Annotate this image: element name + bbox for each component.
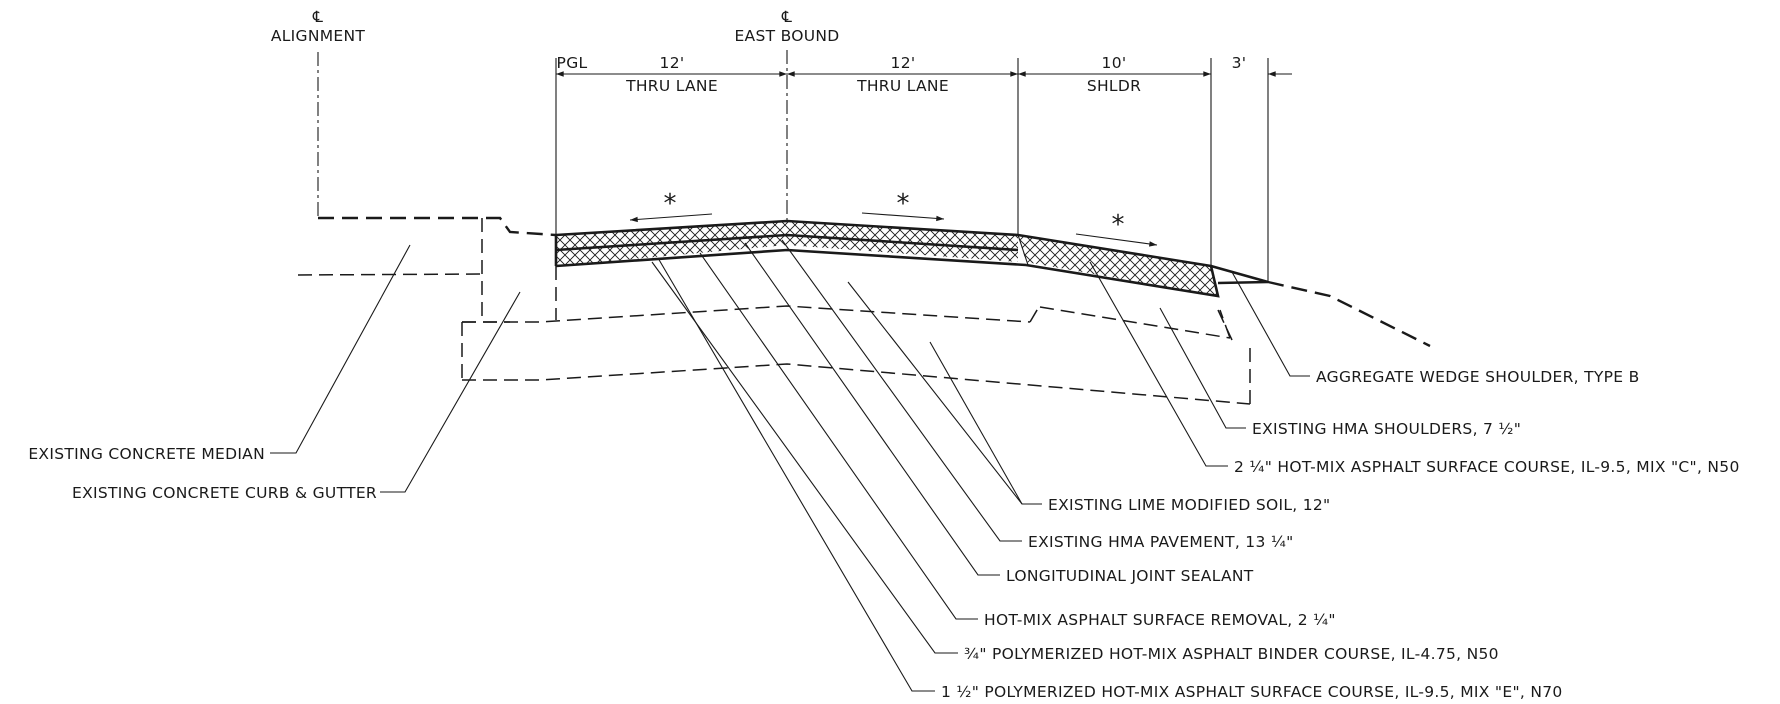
dimension-strings: PGL 12' THRU LANE 12' THRU LANE 10' SHLD… bbox=[555, 54, 1292, 282]
pgl-label: PGL bbox=[557, 54, 588, 72]
wedge-width: 3' bbox=[1232, 54, 1247, 72]
slope-marker-shoulder: * bbox=[1112, 210, 1125, 240]
existing-median bbox=[297, 216, 557, 323]
lane1-width: 12' bbox=[660, 54, 685, 72]
callout-longitudinal-joint-sealant: LONGITUDINAL JOINT SEALANT bbox=[1006, 567, 1254, 585]
mainline-overlay-hatch bbox=[556, 221, 1018, 266]
eastbound-centerline: ℄ EAST BOUND bbox=[734, 8, 839, 222]
callout-existing-lime-soil: EXISTING LIME MODIFIED SOIL, 12" bbox=[1048, 496, 1330, 514]
slope-marker-lane1: * bbox=[664, 189, 677, 219]
callout-surface-course-e: 1 ½" POLYMERIZED HOT-MIX ASPHALT SURFACE… bbox=[941, 683, 1563, 701]
shoulder-width: 10' bbox=[1102, 54, 1127, 72]
alignment-centerline: ℄ ALIGNMENT bbox=[271, 8, 366, 218]
lane2-width: 12' bbox=[891, 54, 916, 72]
eastbound-label: EAST BOUND bbox=[734, 27, 839, 45]
existing-subgrade bbox=[461, 304, 1251, 405]
shoulder-label: SHLDR bbox=[1087, 77, 1141, 95]
callout-existing-concrete-median: EXISTING CONCRETE MEDIAN bbox=[28, 445, 265, 463]
slope-markers: * * * bbox=[629, 189, 1158, 247]
alignment-cl-symbol: ℄ bbox=[312, 8, 323, 26]
aggregate-wedge bbox=[1210, 264, 1269, 285]
callout-existing-hma-pavement: EXISTING HMA PAVEMENT, 13 ¼" bbox=[1028, 533, 1294, 551]
callout-surface-course-c: 2 ¼" HOT-MIX ASPHALT SURFACE COURSE, IL-… bbox=[1234, 458, 1740, 476]
callout-surface-removal: HOT-MIX ASPHALT SURFACE REMOVAL, 2 ¼" bbox=[984, 611, 1336, 629]
right-leaders bbox=[651, 239, 1310, 692]
callout-existing-curb-gutter: EXISTING CONCRETE CURB & GUTTER bbox=[72, 484, 377, 502]
left-leaders bbox=[270, 244, 521, 493]
shoulder-hatch bbox=[1018, 235, 1218, 296]
callout-aggregate-wedge-shoulder: AGGREGATE WEDGE SHOULDER, TYPE B bbox=[1316, 368, 1640, 386]
eastbound-cl-symbol: ℄ bbox=[781, 8, 792, 26]
callout-existing-hma-shoulders: EXISTING HMA SHOULDERS, 7 ½" bbox=[1252, 420, 1521, 438]
pavement-section bbox=[554, 219, 1431, 348]
callout-binder-course: ¾" POLYMERIZED HOT-MIX ASPHALT BINDER CO… bbox=[964, 645, 1499, 663]
alignment-label: ALIGNMENT bbox=[271, 27, 366, 45]
lane1-label: THRU LANE bbox=[625, 77, 718, 95]
slope-marker-lane2: * bbox=[897, 189, 910, 219]
lane2-label: THRU LANE bbox=[856, 77, 949, 95]
